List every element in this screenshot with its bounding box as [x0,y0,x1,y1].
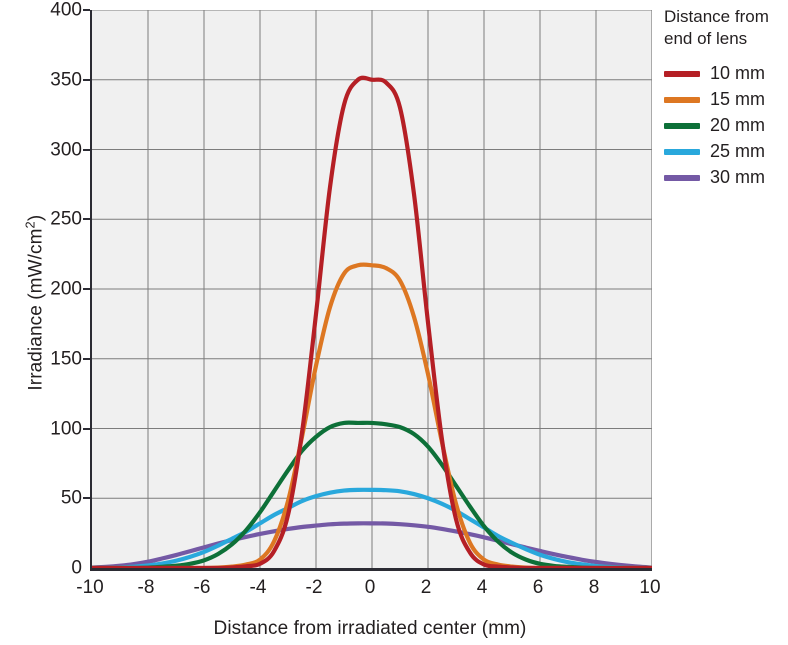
x-tick-label-4: 4 [476,577,488,598]
curve-15-mm [92,262,652,568]
legend-swatch-15mm [664,96,700,103]
y-tick-label-150: 150 [50,348,82,370]
x-tick-label-6: 6 [532,577,544,598]
y-tick-label-200: 200 [50,278,82,300]
legend-label-20mm: 20 mm [710,115,766,135]
curve-10-mm [92,75,652,568]
x-tick-label-8: 8 [588,577,600,598]
data-curves [92,75,652,568]
y-tick-mark-150 [83,357,90,360]
legend-item-25mm[interactable]: 25 mm [664,139,788,165]
legend-item-15mm[interactable]: 15 mm [664,87,788,113]
x-tick-label--4: -4 [249,577,267,598]
y-tick-mark-350 [83,78,90,81]
y-tick-label-350: 350 [50,69,82,91]
y-tick-label-250: 250 [50,208,82,230]
curve-30-mm [92,521,652,568]
legend-swatch-20mm [664,122,700,129]
y-tick-mark-400 [83,9,90,11]
y-tick-label-0: 0 [71,557,82,579]
legend-item-10mm[interactable]: 10 mm [664,61,788,87]
x-axis-title: Distance from irradiated center (mm) [213,618,527,639]
legend-label-30mm: 30 mm [710,167,766,187]
plot-area [90,10,652,571]
y-tick-label-100: 100 [50,418,82,439]
x-tick-label--6: -6 [193,577,211,598]
y-tick-label-50: 50 [60,487,82,509]
y-tick-label-300: 300 [50,139,82,160]
x-tick-label--10: -10 [76,577,104,598]
legend-label-10mm: 10 mm [710,63,766,83]
legend-swatch-30mm [664,174,700,181]
y-tick-mark-250 [83,218,90,221]
legend-title: Distance from end of lens [664,6,788,50]
x-tick-label--8: -8 [137,577,155,598]
legend-title-line-1: Distance from [664,7,769,26]
x-tick-label--2: -2 [305,577,323,598]
legend-swatch-25mm [664,148,700,155]
x-tick-label-0: 0 [364,577,376,598]
legend-label-25mm: 25 mm [710,141,766,161]
legend-swatch-10mm [664,70,700,77]
legend-title-line-2: end of lens [664,28,748,48]
plot-svg [92,10,652,568]
y-tick-label-400: 400 [50,0,82,21]
y-tick-mark-100 [83,427,90,430]
x-tick-label-10: 10 [639,577,661,598]
legend-label-15mm: 15 mm [710,89,766,109]
curve-25-mm [92,487,652,568]
x-tick-label-2: 2 [420,577,432,598]
legend: Distance from end of lens 10 mm 15 mm 20… [664,6,788,191]
y-tick-mark-300 [83,148,90,151]
legend-item-20mm[interactable]: 20 mm [664,113,788,139]
gridlines [92,10,652,568]
y-tick-mark-200 [83,288,90,290]
y-tick-mark-50 [83,497,90,500]
legend-item-30mm[interactable]: 30 mm [664,165,788,191]
